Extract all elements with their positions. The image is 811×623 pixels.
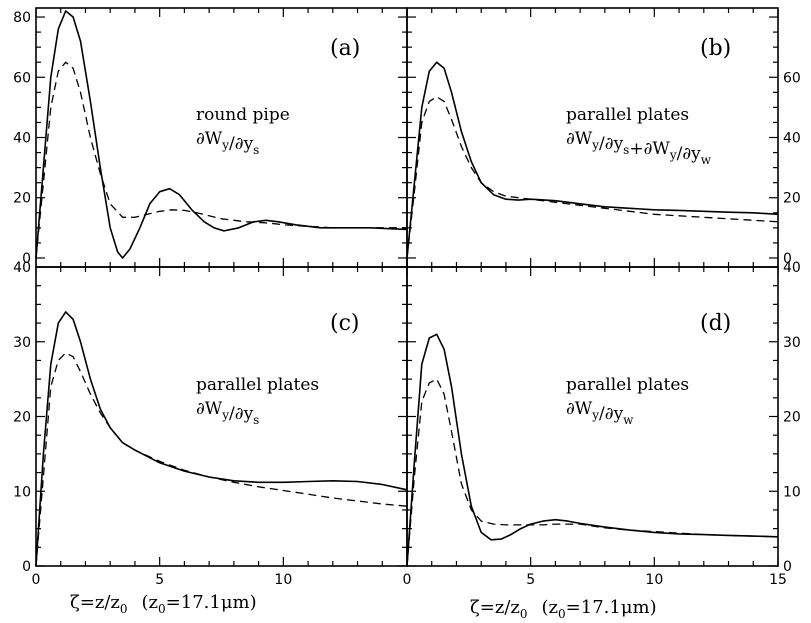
series-a-solid (35, 10, 408, 259)
series-d-solid (406, 333, 779, 567)
x-axis-label-left-main: ζ=z/z (70, 592, 120, 613)
y-tick-label-left: 0 (22, 559, 31, 575)
x-axis-label-left-rest: =17.1μm) (166, 592, 257, 613)
y-tick-label-left: 10 (13, 484, 31, 500)
y-tick-label-left: 40 (13, 131, 31, 147)
y-tick-label-right: 20 (783, 410, 801, 426)
x-tick-label-left: 0 (32, 572, 41, 588)
annotation-title-a: round pipe (196, 105, 290, 125)
annotation-formula-c: ∂Wy/∂ys (196, 399, 259, 427)
y-tick-label-right: 60 (783, 70, 801, 86)
annotation-formula-b: ∂Wy/∂ys+∂Wy/∂yw (566, 129, 712, 167)
y-tick-label-right: 30 (783, 335, 801, 351)
y-tick-label-left: 80 (13, 10, 31, 26)
x-tick-label-left: 5 (155, 572, 164, 588)
panels-group: 0 20 40 60 80 (a) round pipe ∂Wy/∂ys 0 20 40 60 (b) p… (13, 7, 801, 575)
x-tick-label-left: 10 (274, 572, 292, 588)
x-axis-label-left-sub0: 0 (120, 602, 128, 616)
y-tick-label-right: 40 (783, 131, 801, 147)
y-tick-label-left: 20 (13, 191, 31, 207)
y-tick-label-left: 0 (22, 251, 31, 267)
y-tick-label-right: 10 (783, 484, 801, 500)
panel-tag-a: (a) (330, 36, 360, 61)
x-axis-label-right-sub1: 0 (558, 607, 566, 621)
panel-b: 0 20 40 60 (b) parallel plates ∂Wy/∂ys+∂Wy/∂yw (406, 7, 801, 268)
y-tick-label-left: 60 (13, 70, 31, 86)
series-a-dashed (35, 61, 407, 259)
series-c-dashed (35, 352, 408, 567)
panel-tag-c: (c) (330, 311, 360, 336)
x-axis-label-left: ζ=z/z0 (z0=17.1μm) (70, 592, 257, 616)
y-tick-label-right: 0 (783, 559, 792, 575)
panel-tag-d: (d) (700, 311, 731, 336)
annotation-formula-a: ∂Wy/∂ys (196, 129, 259, 157)
series-b-solid (406, 61, 779, 259)
y-tick-label-right: 0 (783, 251, 792, 267)
panel-c: 0 10 20 30 40 (c) parallel plates ∂Wy/∂ys (13, 260, 408, 575)
x-tick-label-right: 5 (526, 572, 535, 588)
annotation-title-c: parallel plates (196, 375, 319, 395)
panel-tag-b: (b) (700, 36, 731, 61)
annotation-title-d: parallel plates (566, 375, 689, 395)
x-axis-label-left-paren: (z (142, 592, 159, 613)
x-axis-label-right-sub0: 0 (520, 607, 528, 621)
x-axis-label-left-sub1: 0 (158, 602, 166, 616)
x-axis-label-right-rest: =17.1μm) (566, 597, 657, 618)
y-tick-label-left: 40 (13, 260, 31, 276)
y-tick-label-right: 40 (783, 260, 801, 276)
x-tick-label-right: 10 (645, 572, 663, 588)
y-tick-label-left: 30 (13, 335, 31, 351)
series-c-solid (35, 311, 408, 567)
series-b-dashed (406, 96, 779, 259)
panel-a: 0 20 40 60 80 (a) round pipe ∂Wy/∂ys (13, 7, 408, 268)
bottom-x-tick-labels: 0 5 10 0 5 10 15 (32, 572, 787, 588)
x-axis-label-right: ζ=z/z0 (z0=17.1μm) (470, 597, 657, 621)
panel-d: 0 10 20 30 40 (d) parallel plates ∂Wy/∂yw (406, 260, 801, 575)
series-d-dashed (406, 378, 779, 567)
x-tick-label-right: 0 (403, 572, 412, 588)
y-tick-label-left: 20 (13, 410, 31, 426)
x-axis-label-right-main: ζ=z/z (470, 597, 520, 618)
annotation-title-b: parallel plates (566, 105, 689, 125)
x-axis-label-right-paren: (z (542, 597, 559, 618)
annotation-formula-d: ∂Wy/∂yw (566, 399, 634, 427)
y-tick-label-right: 20 (783, 191, 801, 207)
x-tick-label-right: 15 (769, 572, 787, 588)
